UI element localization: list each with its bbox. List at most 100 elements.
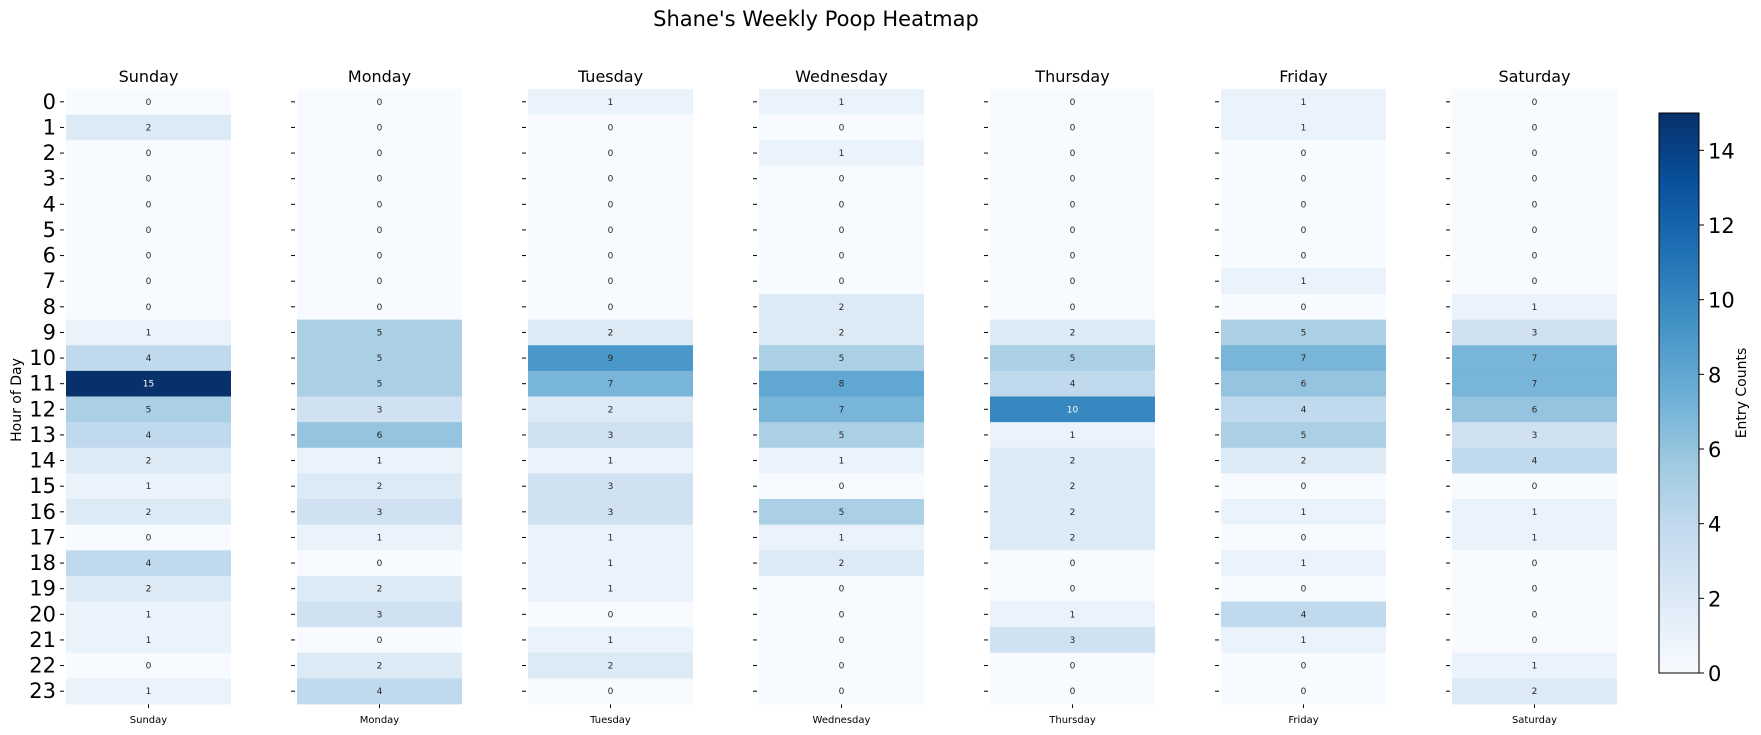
heatmap-cell: [66, 319, 231, 346]
cell-value-label: 1: [146, 482, 152, 492]
colorbar-gradient: [1658, 112, 1700, 674]
heatmap-cell: [66, 652, 231, 679]
heatmap-cell: [528, 422, 693, 449]
heatmap-cell: [528, 678, 693, 705]
heatmap-cell: [1452, 627, 1617, 654]
cell-value-label: 0: [1070, 277, 1076, 287]
heatmap-cell: [528, 447, 693, 474]
cell-value-label: 1: [608, 457, 614, 467]
cell-value-label: 2: [1070, 328, 1076, 338]
cell-value-label: 2: [1070, 508, 1076, 518]
heatmap-cell: [66, 140, 231, 167]
heatmap-cell: [1452, 89, 1617, 116]
cell-value-label: 6: [377, 431, 383, 441]
cell-value-label: 0: [146, 200, 152, 210]
heatmap-cell: [1452, 140, 1617, 167]
y-tick-label: 7: [43, 269, 56, 293]
heatmap-cell: [1452, 268, 1617, 295]
cell-value-label: 0: [377, 226, 383, 236]
cell-value-label: 2: [146, 457, 152, 467]
y-tick-label: 21: [29, 628, 56, 652]
cell-value-label: 2: [608, 328, 614, 338]
day-title: Saturday: [1498, 67, 1570, 86]
heatmap-cell: [759, 370, 924, 397]
cell-value-label: 0: [608, 200, 614, 210]
heatmap-cell: [1452, 601, 1617, 628]
cell-value-label: 1: [1301, 559, 1307, 569]
heatmap-cell: [297, 268, 462, 295]
cell-value-label: 0: [608, 610, 614, 620]
heatmap-cell: [1452, 550, 1617, 577]
cell-value-label: 0: [608, 303, 614, 313]
y-tick-label: 10: [29, 346, 56, 370]
cell-value-label: 4: [1301, 610, 1307, 620]
heatmap-cell: [1452, 524, 1617, 551]
cell-value-label: 1: [608, 585, 614, 595]
heatmap-cell: [990, 294, 1155, 321]
heatmap-cell: [297, 217, 462, 244]
heatmap-cell: [528, 627, 693, 654]
y-tick-label: 0: [43, 90, 56, 114]
heatmap-cell: [66, 447, 231, 474]
cell-value-label: 2: [1301, 457, 1307, 467]
cell-value-label: 0: [377, 123, 383, 133]
cell-value-label: 0: [1532, 277, 1538, 287]
heatmap-cell: [990, 89, 1155, 116]
cell-value-label: 6: [1301, 380, 1307, 390]
y-tick-label: 9: [43, 320, 56, 344]
cell-value-label: 4: [1301, 405, 1307, 415]
cell-value-label: 1: [146, 636, 152, 646]
cell-value-label: 2: [608, 662, 614, 672]
heatmap-cell: [528, 140, 693, 167]
cell-value-label: 2: [377, 662, 383, 672]
heatmap-cell: [990, 114, 1155, 141]
heatmap-cell: [1452, 191, 1617, 218]
cell-value-label: 1: [1301, 123, 1307, 133]
cell-value-label: 0: [377, 175, 383, 185]
heatmap-cell: [759, 319, 924, 346]
heatmap-cell: [297, 242, 462, 269]
heatmap-cell: [1221, 191, 1386, 218]
heatmap-cell: [528, 499, 693, 526]
heatmap-cell: [1221, 89, 1386, 116]
cell-value-label: 0: [1070, 687, 1076, 697]
cell-value-label: 2: [1532, 687, 1538, 697]
cell-value-label: 7: [608, 380, 614, 390]
heatmap-cell: [297, 89, 462, 116]
heatmap-cell: [759, 268, 924, 295]
heatmap-cell: [528, 652, 693, 679]
cell-value-label: 3: [1532, 328, 1538, 338]
cell-value-label: 0: [839, 123, 845, 133]
cell-value-label: 9: [608, 354, 614, 364]
heatmap-cell: [297, 140, 462, 167]
heatmap-cell: [759, 627, 924, 654]
heatmap-cell: [1452, 499, 1617, 526]
x-tick-label: Thursday: [1048, 715, 1096, 726]
heatmap-cell: [1452, 652, 1617, 679]
cell-value-label: 1: [608, 98, 614, 108]
cell-value-label: 6: [1532, 405, 1538, 415]
cell-value-label: 0: [377, 149, 383, 159]
cell-value-label: 0: [1301, 482, 1307, 492]
heatmap-cell: [528, 89, 693, 116]
cell-value-label: 1: [608, 533, 614, 543]
heatmap-cell: [1452, 422, 1617, 449]
heatmap-cell: [528, 268, 693, 295]
cell-value-label: 0: [839, 175, 845, 185]
heatmap-cell: [1221, 550, 1386, 577]
heatmap-cell: [528, 114, 693, 141]
cell-value-label: 2: [1070, 533, 1076, 543]
heatmap-cell: [1221, 345, 1386, 372]
colorbar-tick-label: 12: [1708, 214, 1735, 238]
cell-value-label: 4: [146, 354, 152, 364]
y-tick-label: 6: [43, 244, 56, 268]
y-tick-label: 3: [43, 167, 56, 191]
cell-value-label: 0: [1070, 585, 1076, 595]
heatmap-cell: [990, 422, 1155, 449]
cell-value-label: 0: [608, 123, 614, 133]
y-tick-label: 5: [43, 218, 56, 242]
cell-value-label: 5: [1070, 354, 1076, 364]
cell-value-label: 5: [377, 354, 383, 364]
heatmap-cell: [990, 601, 1155, 628]
heatmap-cell: [528, 550, 693, 577]
